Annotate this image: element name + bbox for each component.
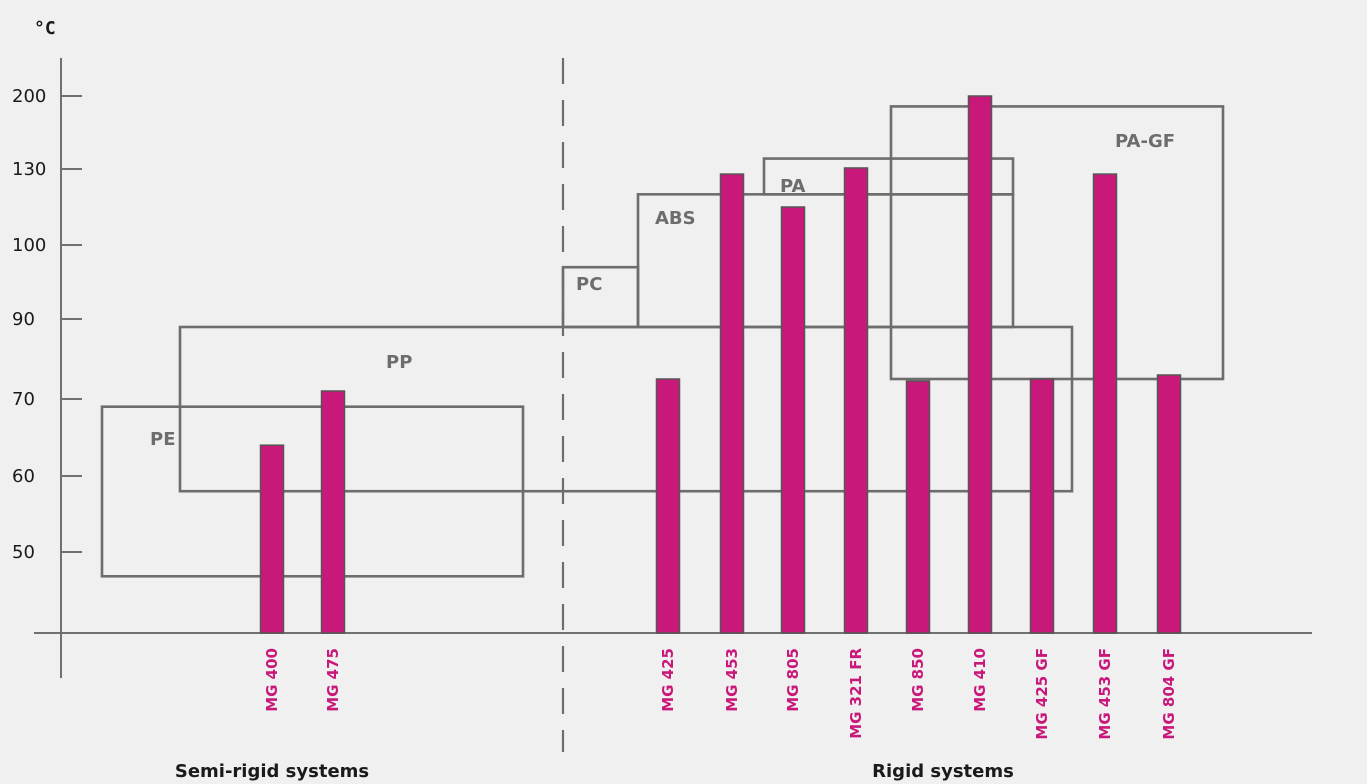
category-label: MG 321 FR xyxy=(847,648,865,739)
y-tick-label: 100 xyxy=(12,235,46,256)
category-label: MG 425 xyxy=(659,648,677,712)
range-label-pa-gf: PA-GF xyxy=(1115,131,1175,152)
category-label: MG 475 xyxy=(324,648,342,712)
y-tick-label: 70 xyxy=(12,389,35,410)
category-label: MG 850 xyxy=(909,648,927,712)
bar xyxy=(843,167,869,634)
bars xyxy=(259,95,1182,634)
range-label-pc: PC xyxy=(576,274,602,295)
range-box-pp xyxy=(178,325,1074,493)
bar xyxy=(655,378,681,634)
group-label: Rigid systems xyxy=(872,761,1014,782)
category-label: MG 410 xyxy=(971,648,989,712)
y-tick-label: 50 xyxy=(12,542,35,563)
category-label: MG 453 GF xyxy=(1096,648,1114,740)
category-label: MG 805 xyxy=(784,648,802,712)
range-box-pa-gf xyxy=(889,105,1225,381)
group-label: Semi-rigid systems xyxy=(175,761,369,782)
bar xyxy=(905,380,931,634)
y-tick-label: 60 xyxy=(12,466,35,487)
y-tick-label: 200 xyxy=(12,86,46,107)
y-tick-label: 90 xyxy=(12,309,35,330)
bar xyxy=(719,173,745,634)
bar xyxy=(967,95,993,634)
category-label: MG 425 GF xyxy=(1033,648,1051,740)
bar xyxy=(780,206,806,634)
bar xyxy=(259,444,285,634)
material-ranges: PE PP PC ABS PA PA-GF xyxy=(100,105,1225,578)
bar xyxy=(1029,378,1055,634)
range-label-pe: PE xyxy=(150,429,176,450)
bar xyxy=(1092,173,1118,634)
y-unit-label: °C xyxy=(34,18,56,39)
range-label-pa: PA xyxy=(780,176,806,197)
y-ticks: 50 60 70 90 100 130 200 xyxy=(12,86,82,563)
category-labels: MG 400 MG 475 MG 425 MG 453 MG 805 MG 321 FR M… xyxy=(263,648,1178,740)
bar xyxy=(1156,374,1182,634)
range-label-abs: ABS xyxy=(655,208,696,229)
category-label: MG 400 xyxy=(263,648,281,712)
range-box-pa xyxy=(762,157,1015,196)
group-labels: Semi-rigid systems Rigid systems xyxy=(175,761,1014,782)
range-label-pp: PP xyxy=(386,352,412,373)
category-label: MG 453 xyxy=(723,648,741,712)
bar xyxy=(320,390,346,634)
category-label: MG 804 GF xyxy=(1160,648,1178,740)
y-tick-label: 130 xyxy=(12,159,46,180)
